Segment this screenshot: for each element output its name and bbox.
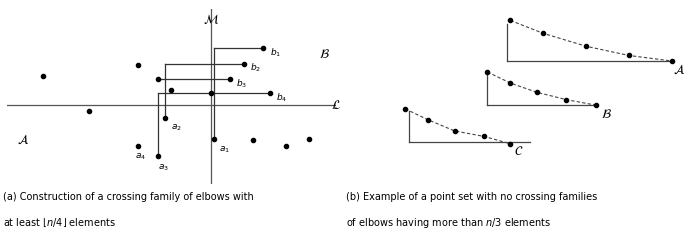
Text: of elbows having more than $n/3$ elements: of elbows having more than $n/3$ element… — [346, 216, 551, 230]
Text: $\mathcal{B}$: $\mathcal{B}$ — [601, 108, 612, 121]
Text: at least $\lfloor n/4 \rfloor$ elements: at least $\lfloor n/4 \rfloor$ elements — [3, 216, 116, 229]
Text: $\mathcal{A}$: $\mathcal{A}$ — [16, 134, 29, 147]
Text: $b_1$: $b_1$ — [270, 46, 281, 59]
Text: (a) Construction of a crossing family of elbows with: (a) Construction of a crossing family of… — [3, 192, 254, 202]
Text: $\mathcal{B}$: $\mathcal{B}$ — [319, 48, 330, 61]
Text: $\mathcal{M}$: $\mathcal{M}$ — [203, 12, 219, 26]
Text: $\mathcal{C}$: $\mathcal{C}$ — [514, 145, 523, 158]
Text: $a_1$: $a_1$ — [219, 145, 230, 155]
Text: $b_4$: $b_4$ — [276, 92, 287, 104]
Text: $\mathcal{L}$: $\mathcal{L}$ — [331, 99, 341, 112]
Text: $\mathcal{A}$: $\mathcal{A}$ — [673, 63, 685, 77]
Text: $a_2$: $a_2$ — [171, 123, 182, 133]
Text: $a_4$: $a_4$ — [135, 152, 146, 162]
Text: $b_2$: $b_2$ — [249, 62, 260, 74]
Text: $a_3$: $a_3$ — [158, 162, 169, 173]
Text: $b_3$: $b_3$ — [236, 78, 247, 90]
Text: (b) Example of a point set with no crossing families: (b) Example of a point set with no cross… — [346, 192, 597, 202]
